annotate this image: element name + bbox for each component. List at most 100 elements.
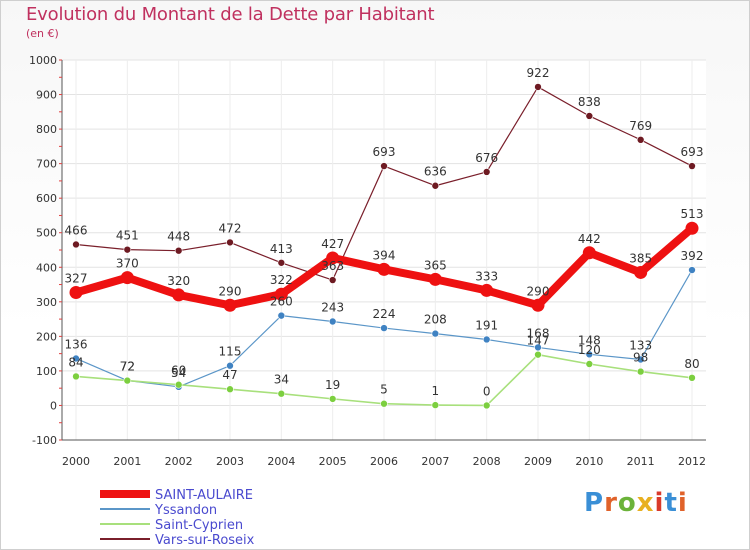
- data-point: [172, 288, 186, 302]
- logo-letter: t: [664, 488, 678, 518]
- data-label: 224: [373, 307, 396, 321]
- legend-label: Saint-Cyprien: [155, 518, 243, 533]
- data-point: [531, 298, 545, 312]
- x-tick-label: 2009: [524, 455, 552, 468]
- data-point: [480, 283, 494, 297]
- data-point: [277, 258, 286, 267]
- x-tick-label: 2008: [473, 455, 501, 468]
- data-label: 385: [629, 251, 652, 265]
- data-label: 168: [527, 326, 550, 340]
- data-label: 327: [65, 271, 88, 285]
- data-label: 427: [321, 237, 344, 251]
- data-label: 54: [171, 366, 186, 380]
- x-tick-label: 2003: [216, 455, 244, 468]
- data-label: 19: [325, 378, 340, 392]
- data-label: 120: [578, 343, 601, 357]
- data-point: [582, 246, 596, 260]
- data-point: [223, 298, 237, 312]
- data-point: [688, 162, 696, 170]
- data-point: [123, 376, 132, 385]
- data-label: 363: [321, 259, 344, 273]
- data-label: 466: [65, 223, 88, 237]
- logo-letter: i: [654, 488, 665, 518]
- legend-label: Vars-sur-Roseix: [155, 533, 255, 548]
- data-label: 290: [527, 284, 550, 298]
- data-label: 442: [578, 232, 601, 246]
- data-label: 513: [681, 207, 704, 221]
- data-point: [328, 395, 337, 403]
- data-point: [534, 350, 542, 359]
- proxiti-logo: Proxiti: [584, 488, 688, 518]
- logo-letter: o: [617, 488, 637, 518]
- data-label: 693: [681, 145, 704, 159]
- data-point: [226, 385, 234, 394]
- data-point: [380, 399, 388, 408]
- data-point: [226, 238, 234, 247]
- data-point: [72, 372, 80, 381]
- x-tick-label: 2005: [319, 455, 347, 468]
- data-label: 72: [120, 360, 135, 374]
- data-point: [685, 221, 699, 235]
- logo-letter: P: [584, 488, 605, 518]
- data-label: 769: [629, 119, 652, 133]
- data-label: 136: [65, 337, 88, 351]
- data-point: [636, 136, 645, 144]
- y-tick-label: 0: [50, 399, 57, 412]
- data-label: 290: [219, 284, 242, 298]
- data-label: 693: [373, 145, 396, 159]
- data-label: 322: [270, 273, 293, 287]
- logo-letter: r: [604, 488, 618, 518]
- data-point: [482, 401, 491, 410]
- data-label: 676: [475, 151, 498, 165]
- data-label: 320: [167, 274, 190, 288]
- x-tick-label: 2002: [165, 455, 193, 468]
- data-label: 243: [321, 301, 344, 315]
- data-label: 370: [116, 257, 139, 271]
- data-label: 472: [219, 221, 242, 235]
- data-point: [585, 112, 594, 120]
- y-tick-label: 700: [36, 158, 57, 171]
- data-point: [585, 350, 594, 359]
- data-point: [174, 246, 183, 255]
- x-tick-label: 2000: [62, 455, 90, 468]
- data-label: 260: [270, 295, 293, 309]
- data-point: [328, 276, 337, 284]
- data-point: [688, 374, 696, 382]
- data-point: [482, 335, 491, 344]
- data-point: [482, 168, 491, 176]
- data-point: [428, 272, 442, 286]
- data-point: [326, 251, 340, 265]
- data-point: [72, 354, 80, 363]
- data-label: 133: [629, 339, 652, 353]
- y-tick-label: 500: [36, 227, 57, 240]
- data-point: [274, 287, 288, 301]
- data-point: [431, 329, 440, 338]
- data-label: 148: [578, 333, 601, 347]
- data-label: 34: [274, 373, 289, 387]
- data-point: [585, 360, 594, 368]
- data-label: 115: [219, 345, 242, 359]
- data-point: [72, 240, 80, 249]
- data-point: [226, 361, 234, 370]
- data-point: [380, 324, 388, 332]
- data-label: 191: [475, 318, 498, 332]
- data-point: [174, 380, 183, 389]
- data-label: 98: [633, 351, 648, 365]
- data-label: 394: [373, 248, 396, 262]
- data-label: 333: [475, 269, 498, 283]
- data-label: 60: [171, 364, 186, 378]
- data-point: [636, 367, 645, 376]
- data-label: 72: [120, 360, 135, 374]
- data-label: 413: [270, 242, 293, 256]
- x-tick-label: 2011: [627, 455, 655, 468]
- y-tick-label: 400: [36, 261, 57, 274]
- data-point: [534, 83, 542, 91]
- legend-label: Yssandon: [154, 503, 217, 518]
- data-label: 0: [483, 384, 491, 398]
- data-label: 84: [68, 355, 83, 369]
- chart-title: Evolution du Montant de la Dette par Hab…: [26, 4, 435, 25]
- logo-letter: x: [636, 488, 655, 518]
- x-tick-label: 2012: [678, 455, 706, 468]
- x-tick-label: 2004: [267, 455, 295, 468]
